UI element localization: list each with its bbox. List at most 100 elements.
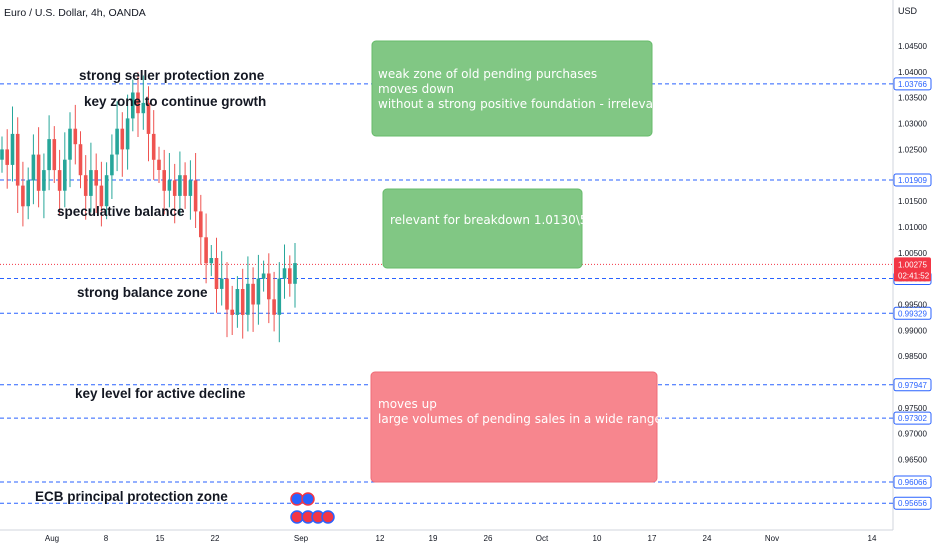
level-price-label: 1.03766 xyxy=(898,80,927,89)
price-tick-label: 0.97000 xyxy=(898,430,927,439)
level-price-badge xyxy=(893,378,932,392)
candle-body xyxy=(26,180,30,207)
time-tick-label: 12 xyxy=(376,534,385,543)
annotation-ecb-zone: ECB principal protection zone xyxy=(35,489,228,504)
candle-body xyxy=(57,170,62,191)
candle-body xyxy=(240,289,245,315)
note-box-sales[interactable] xyxy=(370,371,658,483)
candle-body xyxy=(99,185,104,207)
candle-body xyxy=(288,268,292,284)
candle-body xyxy=(199,211,203,238)
event-flag-icon[interactable] xyxy=(321,510,335,524)
price-tick-label: 1.02500 xyxy=(898,145,927,154)
time-tick-label: 15 xyxy=(156,534,165,543)
level-price-label: 0.95656 xyxy=(898,499,927,508)
candle-body xyxy=(42,170,46,191)
event-flag-icon[interactable] xyxy=(301,492,315,506)
level-price-label: 0.96066 xyxy=(898,478,927,487)
annotation-seller-zone: strong seller protection zone xyxy=(79,68,265,83)
candle-body xyxy=(272,299,276,315)
candles xyxy=(0,72,297,343)
time-tick-label: 10 xyxy=(593,534,602,543)
time-tick-label: 26 xyxy=(484,534,493,543)
candle-body xyxy=(47,139,51,171)
level-price-badge xyxy=(893,306,932,320)
time-tick-label: 22 xyxy=(211,534,220,543)
event-flag-icon[interactable] xyxy=(290,510,304,524)
candle-body xyxy=(178,175,182,196)
candle-body xyxy=(73,128,78,145)
time-tick-label: 19 xyxy=(429,534,438,543)
candle-body xyxy=(104,175,109,207)
candle-body xyxy=(125,118,130,150)
price-tick-label: 1.01000 xyxy=(898,223,927,232)
level-price-badge xyxy=(893,77,932,91)
time-tick-label: 8 xyxy=(104,534,109,543)
candle-body xyxy=(131,92,135,119)
candle-body xyxy=(120,128,125,150)
economic-events-icons[interactable] xyxy=(290,492,335,524)
candle-body xyxy=(10,133,15,165)
note-breakdown-line-1: relevant for breakdown 1.0130\50 xyxy=(390,213,595,227)
candle-body xyxy=(78,144,83,176)
candle-body xyxy=(267,273,271,300)
price-tick-label: 1.03500 xyxy=(898,94,927,103)
level-price-badge xyxy=(893,475,932,489)
price-tick-label: 1.00500 xyxy=(898,249,927,258)
candle-body xyxy=(256,278,261,305)
candle-body xyxy=(162,170,166,191)
candle-body xyxy=(141,102,146,114)
candle-body xyxy=(115,128,119,155)
candle-body xyxy=(110,154,114,176)
candle-body xyxy=(261,273,266,279)
candle-body xyxy=(277,278,282,315)
candle-body xyxy=(251,283,255,305)
candle-body xyxy=(230,309,234,315)
annotation-active-decline: key level for active decline xyxy=(75,386,246,401)
note-box-purchases[interactable] xyxy=(371,40,653,137)
annotation-speculative-balance: speculative balance xyxy=(57,204,185,219)
candle-body xyxy=(15,133,20,186)
time-axis: Aug 8 15 22 Sep 12 19 26 Oct 10 17 24 Nov 14 xyxy=(45,534,877,543)
note-sales-line-1: moves up xyxy=(378,397,437,411)
price-tick-label: 0.98500 xyxy=(898,352,927,361)
time-tick-label: 17 xyxy=(648,534,657,543)
note-box-breakdown[interactable] xyxy=(382,188,583,269)
candle-body xyxy=(246,283,250,315)
note-purchases-line-3: without a strong positive foundation - i… xyxy=(378,97,666,111)
event-flag-icon[interactable] xyxy=(290,492,304,506)
level-price-label: 0.97947 xyxy=(898,381,927,390)
price-tick-label: 1.04000 xyxy=(898,68,927,77)
candle-body xyxy=(183,175,187,196)
candle-body xyxy=(94,170,98,186)
annotation-growth-zone: key zone to continue growth xyxy=(84,94,266,109)
price-tick-label: 0.99500 xyxy=(898,301,927,310)
level-price-label: 0.97302 xyxy=(898,414,927,423)
time-tick-label: Sep xyxy=(294,534,309,543)
candle-body xyxy=(0,149,4,160)
chart-title: Euro / U.S. Dollar, 4h, OANDA xyxy=(4,7,146,19)
price-tick-label: 1.01500 xyxy=(898,197,927,206)
candle-body xyxy=(157,159,161,170)
candle-body xyxy=(52,139,57,171)
level-price-badge xyxy=(893,411,932,425)
axis-currency: USD xyxy=(898,6,918,16)
candle-body xyxy=(151,133,156,160)
note-purchases-line-1: weak zone of old pending purchases xyxy=(378,67,597,81)
candle-body xyxy=(235,289,240,315)
bar-countdown-label: 02:41:52 xyxy=(898,271,930,280)
level-price-label: 0.99329 xyxy=(898,309,927,318)
candle-body xyxy=(188,180,193,196)
annotation-balance-zone: strong balance zone xyxy=(77,285,208,300)
candle-body xyxy=(225,278,229,310)
time-tick-label: Oct xyxy=(536,534,549,543)
candle-body xyxy=(172,180,177,196)
level-price-badge xyxy=(893,496,932,510)
candle-body xyxy=(89,170,93,196)
candle-body xyxy=(68,128,72,160)
time-tick-label: 14 xyxy=(868,534,877,543)
price-axis: 1.04500 1.04000 1.03500 1.03000 1.02500 1.015… xyxy=(898,42,927,465)
time-tick-label: 24 xyxy=(703,534,712,543)
candle-body xyxy=(293,263,297,284)
